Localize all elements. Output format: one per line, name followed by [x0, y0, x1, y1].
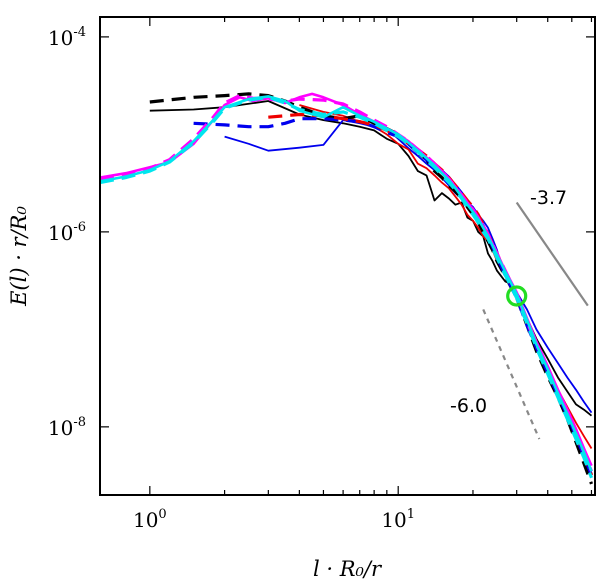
series-line-2 — [299, 104, 593, 449]
x-tick-label: 101 — [381, 507, 415, 532]
series-line-5 — [268, 112, 593, 476]
marker-layer — [506, 285, 528, 307]
reference-lines — [482, 201, 589, 440]
y-axis-label: E(l) · r/R₀ — [7, 206, 31, 307]
slope-reference-line-1 — [482, 309, 541, 440]
series-layer — [100, 92, 594, 485]
series-line-1 — [224, 119, 593, 414]
highlight-circle-marker — [506, 285, 528, 307]
series-line-6 — [100, 92, 593, 467]
series-line-8 — [100, 95, 593, 472]
series-line-3 — [149, 92, 594, 485]
slope-reference-line-0 — [515, 201, 589, 307]
y-tick-label: 10-6 — [48, 220, 86, 245]
x-tick-label: 100 — [133, 507, 167, 532]
series-line-0 — [149, 100, 593, 417]
plot-frame — [99, 16, 596, 496]
slope-annotation-upper: -3.7 — [530, 187, 567, 209]
series-line-7 — [100, 93, 593, 472]
x-axis-label: l · R₀/r — [313, 557, 383, 581]
slope-annotation-lower: -6.0 — [450, 395, 487, 417]
series-line-9 — [100, 95, 593, 479]
tick-marks — [100, 17, 595, 495]
y-tick-label: 10-4 — [48, 25, 86, 50]
y-tick-label: 10-8 — [48, 415, 86, 440]
tick-labels: 100 101 10-8 10-6 10-4 — [48, 25, 415, 532]
